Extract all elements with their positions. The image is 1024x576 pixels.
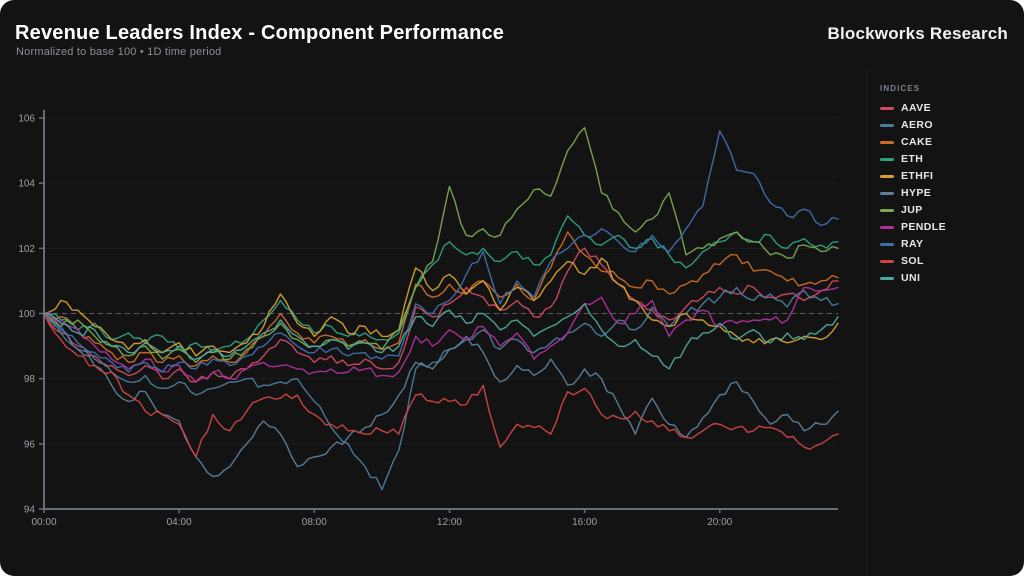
legend-items: AAVE AERO CAKE ETH ETHFI HYPE JUP PENDLE RAY SOL U…: [880, 102, 1024, 284]
brand-logo: Blockworks Research: [827, 24, 1008, 43]
x-tick-label: 08:00: [302, 517, 327, 528]
legend-panel: INDICES AAVE AERO CAKE ETH ETHFI HYPE JUP PENDL…: [866, 70, 1024, 576]
legend-label: UNI: [901, 272, 921, 284]
legend-swatch-hype: [880, 191, 894, 195]
x-tick-label: 04:00: [167, 517, 192, 528]
legend-label: HYPE: [901, 187, 932, 199]
header: Revenue Leaders Index - Component Perfor…: [0, 0, 1024, 70]
series-line-ray: [43, 130, 839, 373]
legend-label: ETHFI: [901, 170, 934, 182]
y-tick-label: 94: [24, 505, 36, 516]
legend-label: ETH: [901, 153, 924, 165]
chart-area: 94 96 98 100 102 104 106 00:00 04:00 08:00 12:00 16…: [0, 70, 866, 576]
y-tick-label: 96: [24, 439, 36, 450]
legend-label: SOL: [901, 255, 924, 267]
y-tick-label: 100: [18, 309, 35, 320]
series-line-aave: [43, 247, 839, 383]
legend-swatch-aave: [880, 106, 894, 110]
series-line-sol: [43, 312, 839, 458]
legend-item-hype[interactable]: HYPE: [880, 187, 1024, 199]
legend-item-ethfi[interactable]: ETHFI: [880, 170, 1024, 182]
y-tick-label: 102: [18, 244, 35, 255]
legend-swatch-sol: [880, 259, 894, 263]
legend-item-uni[interactable]: UNI: [880, 272, 1024, 284]
y-tick-label: 106: [18, 114, 35, 125]
legend-swatch-pendle: [880, 225, 894, 229]
legend-label: JUP: [901, 204, 923, 216]
legend-item-sol[interactable]: SOL: [880, 255, 1024, 267]
legend-label: CAKE: [901, 136, 933, 148]
series-line-jup: [43, 127, 839, 364]
x-tick-label: 12:00: [437, 517, 462, 528]
legend-label: PENDLE: [901, 221, 946, 233]
performance-line-chart: 94 96 98 100 102 104 106 00:00 04:00 08:00 12:00 16…: [18, 110, 839, 528]
legend-swatch-uni: [880, 276, 894, 280]
legend-item-aero[interactable]: AERO: [880, 119, 1024, 131]
x-tick-label: 20:00: [707, 517, 732, 528]
legend-item-eth[interactable]: ETH: [880, 153, 1024, 165]
legend-label: RAY: [901, 238, 924, 250]
y-tick-label: 98: [24, 374, 36, 385]
legend-swatch-jup: [880, 208, 894, 212]
legend-item-aave[interactable]: AAVE: [880, 102, 1024, 114]
series-line-aero: [43, 286, 839, 491]
legend-item-jup[interactable]: JUP: [880, 204, 1024, 216]
page-subtitle: Normalized to base 100 • 1D time period: [16, 46, 222, 58]
legend-swatch-eth: [880, 157, 894, 161]
legend-swatch-aero: [880, 123, 894, 127]
legend-item-cake[interactable]: CAKE: [880, 136, 1024, 148]
series-line-hype: [43, 312, 839, 478]
series-line-uni: [43, 302, 839, 370]
legend-swatch-cake: [880, 140, 894, 144]
legend-swatch-ethfi: [880, 174, 894, 178]
x-tick-label: 00:00: [31, 517, 56, 528]
legend-label: AAVE: [901, 102, 931, 114]
series-line-eth: [43, 215, 839, 354]
x-tick-label: 16:00: [572, 517, 597, 528]
series-line-ethfi: [43, 257, 839, 357]
legend-swatch-ray: [880, 242, 894, 246]
series-line-cake: [43, 231, 839, 368]
legend-item-pendle[interactable]: PENDLE: [880, 221, 1024, 233]
y-tick-label: 104: [18, 179, 35, 190]
legend-label: AERO: [901, 119, 933, 131]
legend-title: INDICES: [880, 84, 921, 93]
page-title: Revenue Leaders Index - Component Perfor…: [15, 22, 505, 44]
series-line-pendle: [43, 286, 839, 383]
legend-item-ray[interactable]: RAY: [880, 238, 1024, 250]
